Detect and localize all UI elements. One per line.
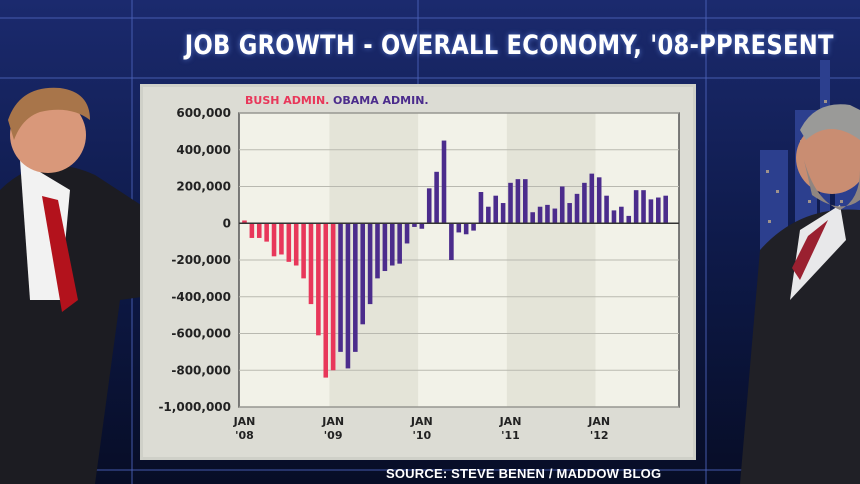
- bar-obama: [463, 223, 469, 235]
- chart-title: JOB GROWTH - OVERALL ECONOMY, '08-PPRESE…: [184, 30, 834, 61]
- bar-bush: [323, 223, 329, 378]
- bar-obama: [508, 182, 513, 224]
- bar-obama: [537, 206, 543, 224]
- bar-obama: [663, 195, 668, 224]
- legend-obama: OBAMA ADMIN.: [333, 94, 429, 107]
- bar-obama: [338, 223, 343, 352]
- bar-obama: [589, 173, 595, 224]
- bar-bush: [286, 223, 292, 262]
- bar-obama: [389, 223, 395, 266]
- bar-bush: [264, 223, 269, 242]
- bar-obama: [456, 223, 462, 233]
- bar-obama: [559, 186, 565, 224]
- bar-obama: [626, 215, 632, 224]
- x-tick-label: JAN: [587, 415, 610, 428]
- chart-board: 600,000 400,000 200,000 0 -200,000 -400,000 -6…: [140, 84, 696, 460]
- bar-obama: [353, 223, 358, 352]
- y-tick-label: -800,000: [171, 363, 231, 377]
- x-tick-label: JAN: [410, 415, 433, 428]
- bar-obama: [382, 223, 388, 272]
- bar-obama: [619, 206, 624, 224]
- y-tick-label: -400,000: [171, 290, 231, 304]
- bar-obama: [360, 223, 366, 325]
- bar-obama: [574, 193, 580, 224]
- bar-obama: [478, 192, 484, 224]
- bar-bush: [330, 223, 336, 371]
- bar-obama: [523, 179, 528, 224]
- y-tick-label: 400,000: [176, 143, 231, 157]
- bar-obama: [426, 188, 432, 224]
- y-tick-label: 0: [223, 216, 231, 230]
- x-tick-label: JAN: [499, 415, 522, 428]
- bar-obama: [493, 195, 499, 224]
- bar-obama: [434, 171, 439, 224]
- bar-bush: [293, 223, 299, 266]
- bar-obama: [449, 223, 454, 260]
- bar-obama: [567, 203, 572, 224]
- bar-obama: [345, 223, 351, 369]
- legend: BUSH ADMIN. OBAMA ADMIN.: [245, 94, 429, 107]
- y-axis-ticks: 600,000 400,000 200,000 0 -200,000 -400,000 -6…: [158, 106, 231, 414]
- bar-bush: [279, 223, 284, 255]
- bar-obama: [367, 223, 373, 305]
- bar-obama: [530, 212, 535, 224]
- legend-bush: BUSH ADMIN.: [245, 94, 329, 107]
- bar-bush: [301, 223, 306, 279]
- bar-obama: [552, 208, 558, 224]
- source-credit: SOURCE: STEVE BENEN / MADDOW BLOG: [386, 466, 662, 481]
- bar-obama: [471, 223, 476, 231]
- bar-bush: [271, 223, 277, 257]
- y-tick-label: -200,000: [171, 253, 231, 267]
- bar-bush: [249, 223, 255, 238]
- bar-obama: [515, 179, 521, 224]
- guest-right-figure: [740, 104, 860, 484]
- x-tick-year: '11: [501, 429, 520, 442]
- y-tick-label: -600,000: [171, 327, 231, 341]
- y-tick-label: 200,000: [176, 180, 231, 194]
- x-tick-year: '12: [590, 429, 609, 442]
- x-tick-year: '09: [324, 429, 343, 442]
- bar-obama: [500, 203, 506, 224]
- x-tick-year: '08: [235, 429, 254, 442]
- bar-bush: [242, 220, 247, 224]
- bar-obama: [641, 190, 646, 224]
- y-tick-label: 600,000: [176, 106, 231, 120]
- bar-obama: [419, 223, 425, 229]
- bar-bush: [256, 223, 262, 238]
- bar-obama: [656, 197, 661, 224]
- x-tick-label: JAN: [321, 415, 344, 428]
- x-tick-label: JAN: [233, 415, 256, 428]
- bar-obama: [397, 223, 402, 264]
- x-tick-year: '10: [412, 429, 431, 442]
- bar-obama: [545, 204, 550, 224]
- bar-obama: [375, 223, 380, 279]
- bar-obama: [611, 210, 617, 224]
- bar-obama: [412, 223, 417, 227]
- bar-obama: [604, 195, 609, 224]
- bar-obama: [648, 199, 654, 224]
- bar-obama: [633, 190, 639, 224]
- bars: [242, 140, 668, 378]
- bar-obama: [596, 177, 602, 224]
- bar-bush: [316, 223, 321, 336]
- bar-obama: [582, 182, 587, 224]
- bar-obama: [486, 206, 491, 224]
- bar-obama: [441, 140, 447, 224]
- bar-chart: 600,000 400,000 200,000 0 -200,000 -400,000 -6…: [158, 94, 680, 442]
- bar-bush: [308, 223, 314, 305]
- y-tick-label: -1,000,000: [158, 400, 231, 414]
- bar-obama: [404, 223, 410, 244]
